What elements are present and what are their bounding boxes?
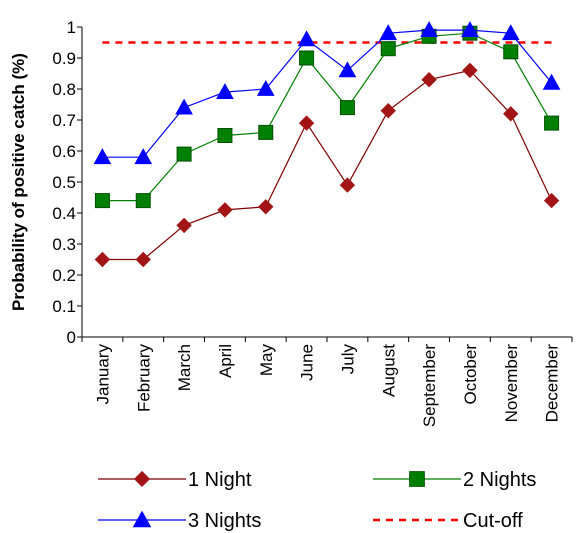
series-line xyxy=(102,29,553,158)
y-tick-label: 0.6 xyxy=(52,142,76,161)
legend-label: 3 Nights xyxy=(188,510,261,532)
data-point xyxy=(380,41,396,57)
legend: 1 Night 2 Nights 3 Nights Cut-off xyxy=(98,469,536,532)
data-point xyxy=(176,217,192,234)
data-point xyxy=(420,21,438,37)
legend-entry: 1 Night xyxy=(98,469,252,491)
data-point xyxy=(461,21,479,37)
data-point xyxy=(258,124,274,140)
data-point xyxy=(297,30,316,47)
data-point xyxy=(175,98,193,115)
x-tick-label: October xyxy=(461,344,480,405)
x-tick-label: December xyxy=(543,344,562,423)
x-tick-label: September xyxy=(420,344,439,427)
data-point xyxy=(299,50,315,66)
axis-tick-marks xyxy=(77,26,573,342)
data-point xyxy=(135,193,151,209)
legend-entry: 2 Nights xyxy=(373,469,536,491)
data-point xyxy=(94,193,110,209)
data-point xyxy=(298,115,315,131)
data-point xyxy=(339,100,355,116)
x-tick-label: November xyxy=(502,344,521,423)
x-tick-label: May xyxy=(257,344,276,377)
series-2 xyxy=(94,25,560,209)
data-point xyxy=(339,177,356,193)
data-point xyxy=(216,83,234,99)
x-tick-labels: January February March April May June July Augu… xyxy=(93,344,561,428)
data-point xyxy=(503,44,519,60)
data-point xyxy=(503,106,519,122)
y-tick-label: 0.4 xyxy=(52,204,76,223)
data-point xyxy=(543,192,560,209)
data-point xyxy=(380,102,396,119)
series-1 xyxy=(94,62,560,268)
y-tick-label: 0.7 xyxy=(52,111,76,130)
data-point xyxy=(217,128,233,143)
legend-label: Cut-off xyxy=(463,510,523,532)
legend-entry: 3 Nights xyxy=(98,510,261,532)
legend-marker xyxy=(133,470,151,488)
legend-label: 2 Nights xyxy=(463,469,536,491)
y-tick-labels: 0 0.1 0.2 0.3 0.4 0.5 0.6 0.7 0.8 0.9 1 xyxy=(52,18,76,347)
data-point xyxy=(176,146,192,162)
data-point xyxy=(217,202,233,218)
y-tick-label: 0.8 xyxy=(52,80,76,99)
data-point xyxy=(256,79,275,96)
y-tick-label: 0.3 xyxy=(52,235,76,254)
series-group xyxy=(93,21,561,268)
data-point xyxy=(544,115,560,131)
y-tick-label: 0 xyxy=(67,328,76,347)
data-point xyxy=(338,61,357,78)
y-axis-label: Probability of positive catch (%) xyxy=(9,53,28,311)
series-line xyxy=(102,32,553,202)
data-point xyxy=(93,148,112,165)
data-point xyxy=(94,251,111,268)
x-tick-label: April xyxy=(216,344,235,378)
legend-label: 1 Night xyxy=(188,469,252,491)
x-tick-label: August xyxy=(379,344,398,397)
x-tick-label: July xyxy=(338,344,357,375)
data-point xyxy=(542,73,561,90)
x-tick-label: March xyxy=(175,344,194,391)
data-point xyxy=(421,71,437,88)
data-point xyxy=(462,62,478,79)
legend-marker xyxy=(409,471,425,487)
x-tick-label: January xyxy=(93,344,112,405)
data-point xyxy=(134,148,153,165)
data-point xyxy=(258,199,274,215)
y-tick-label: 0.9 xyxy=(52,49,76,68)
legend-entry: Cut-off xyxy=(373,510,523,532)
x-tick-label: February xyxy=(134,344,153,413)
series-line xyxy=(102,69,553,261)
series-3 xyxy=(93,21,561,165)
y-tick-label: 0.2 xyxy=(52,266,76,285)
data-point xyxy=(501,24,520,41)
y-tick-label: 0.5 xyxy=(52,173,76,192)
y-tick-label: 1 xyxy=(67,18,76,37)
data-point xyxy=(135,251,151,268)
y-tick-label: 0.1 xyxy=(52,297,76,316)
legend-marker xyxy=(132,510,152,528)
x-tick-label: June xyxy=(298,344,317,381)
data-point xyxy=(379,24,398,41)
